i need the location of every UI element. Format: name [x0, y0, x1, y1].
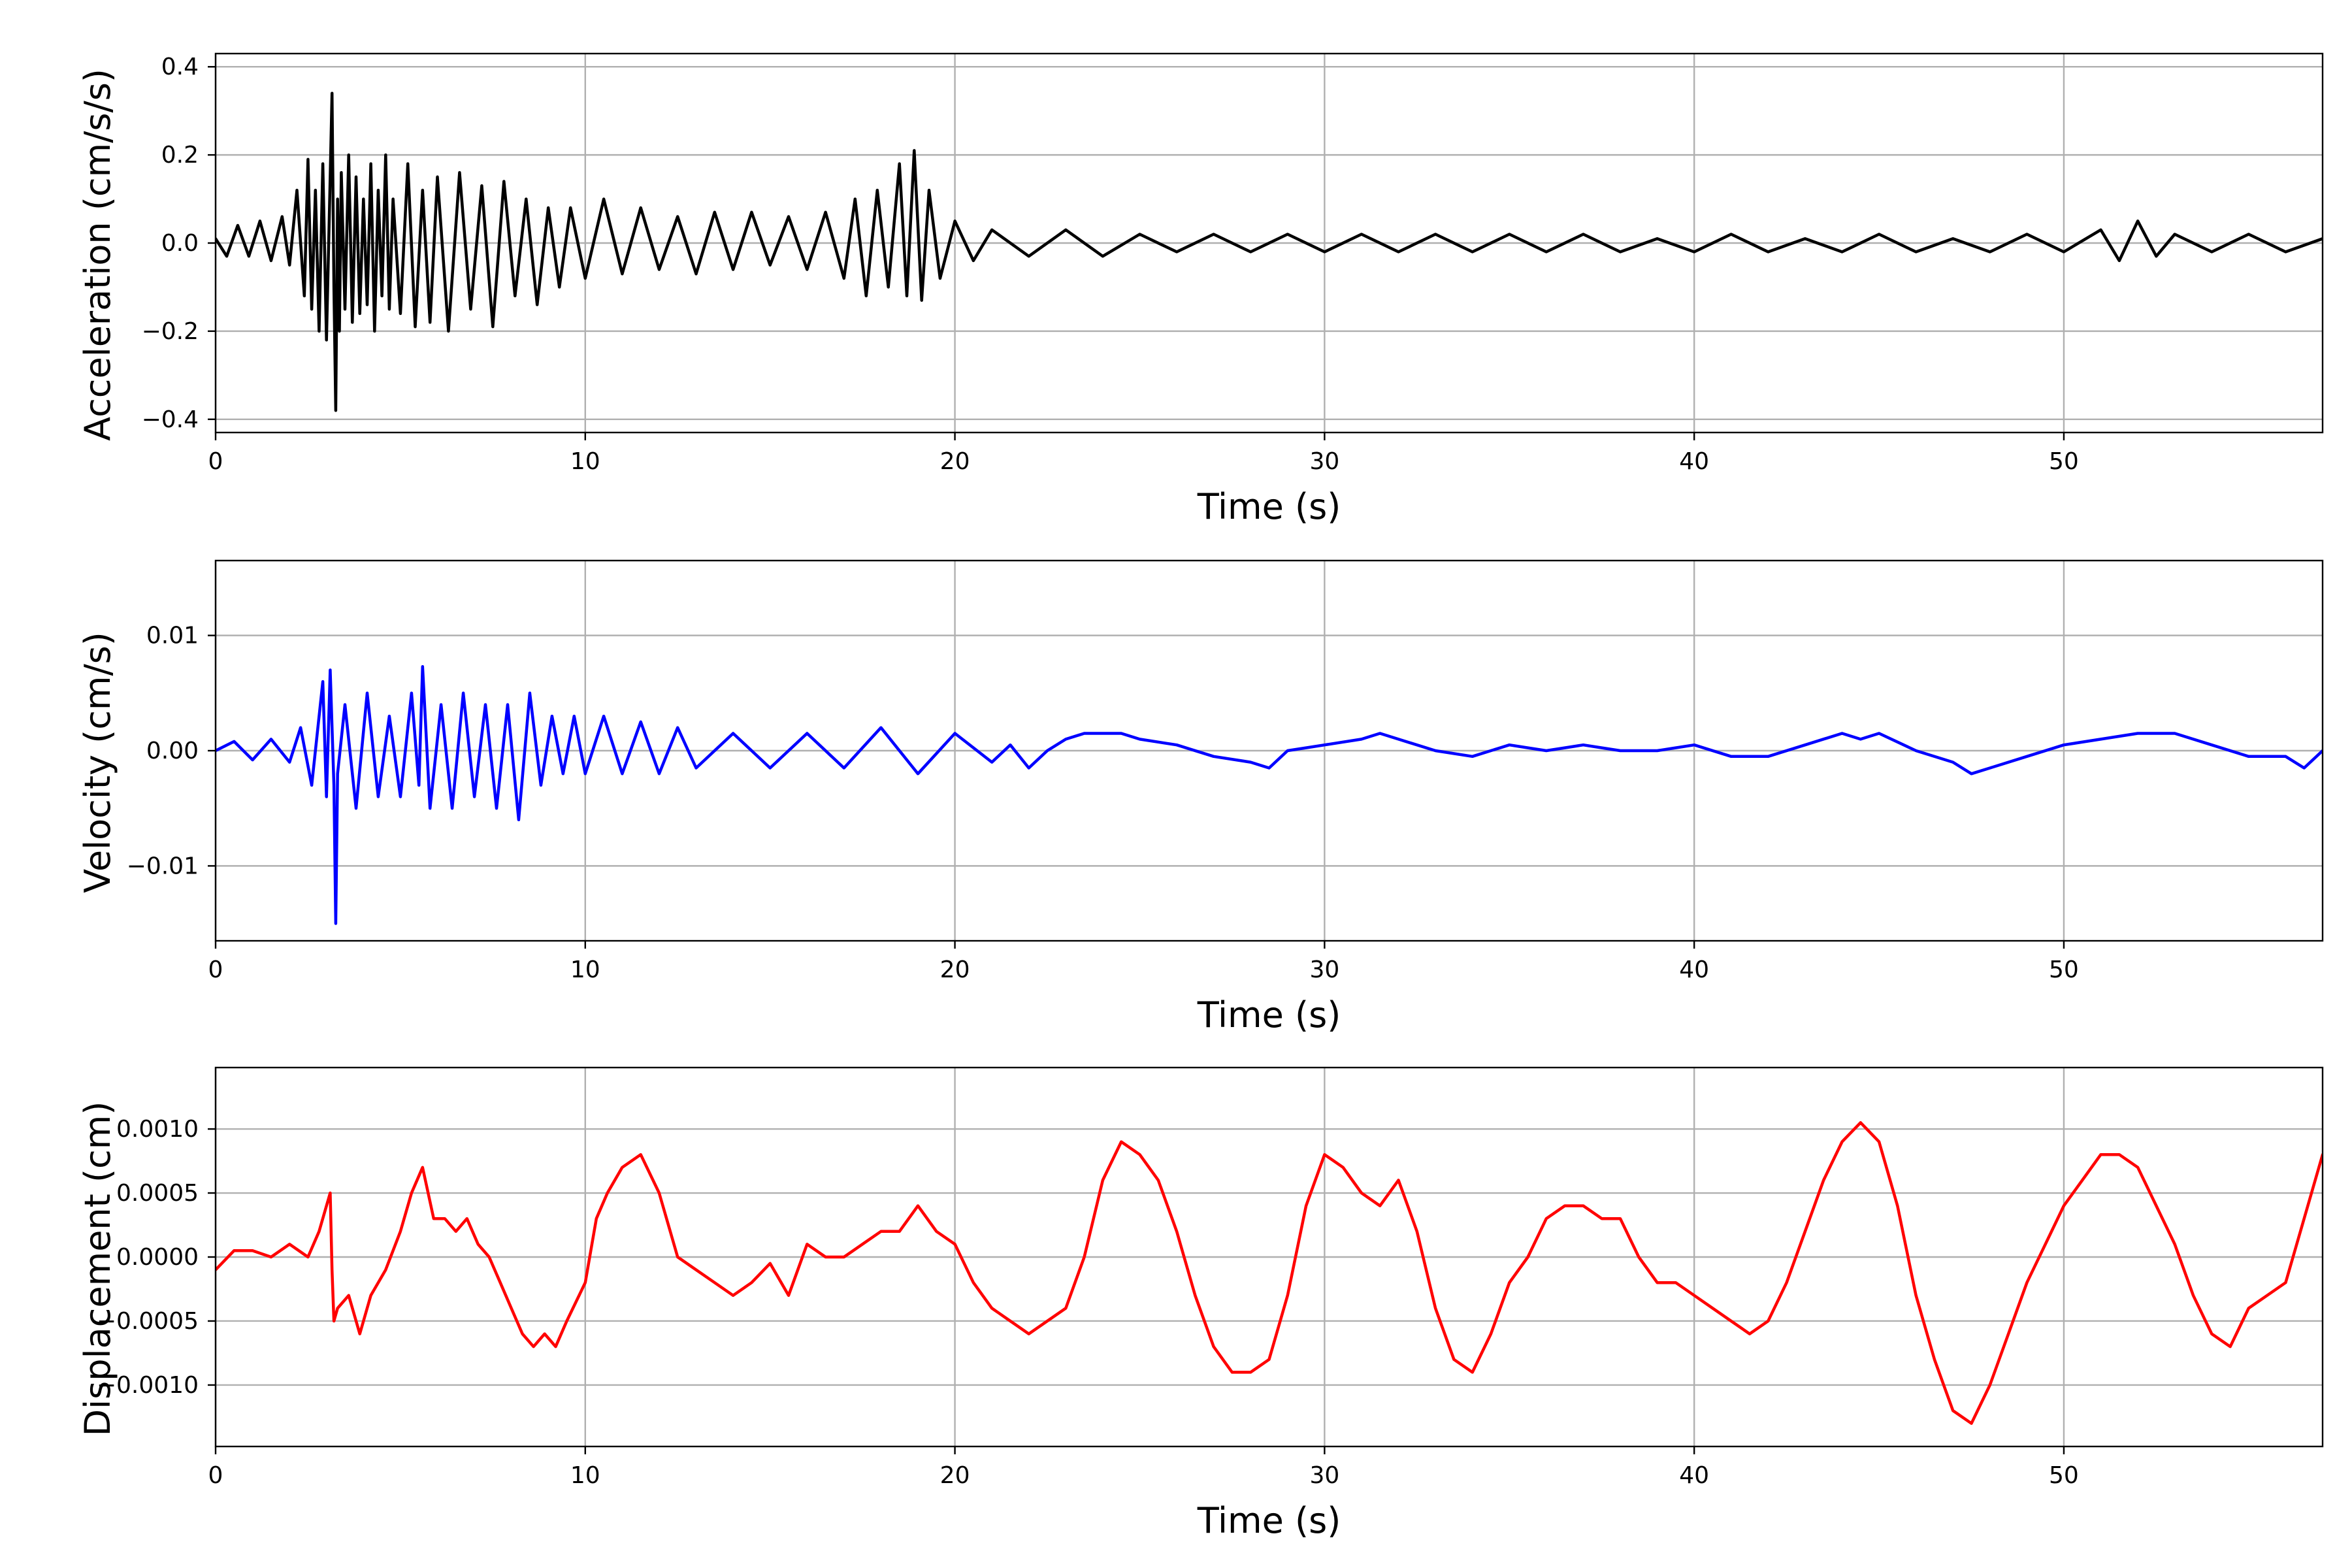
acceleration-x-tick-label-0: 0 [208, 448, 223, 475]
displacement-x-tick-label-3: 30 [1309, 1462, 1339, 1489]
acceleration-y-axis-label: Acceleration (cm/s/s) [77, 69, 118, 441]
displacement-x-tick-label-5: 50 [2049, 1462, 2079, 1489]
acceleration-y-ticks: −0.4 −0.2 0.0 0.2 0.4 [142, 54, 216, 433]
velocity-y-axis-label: Velocity (cm/s) [77, 632, 118, 893]
displacement-y-tick-label-4: 0.0010 [116, 1116, 199, 1143]
acceleration-y-tick-label-1: −0.2 [142, 318, 199, 345]
acceleration-x-ticks: 0 10 20 30 40 50 [208, 433, 2079, 475]
acceleration-y-tick-label-3: 0.2 [161, 142, 199, 169]
displacement-x-axis-label: Time (s) [1197, 1500, 1341, 1541]
displacement-y-tick-label-1: −0.0005 [97, 1308, 199, 1335]
acceleration-series-line [216, 91, 2323, 412]
velocity-x-tick-label-5: 50 [2049, 956, 2079, 983]
acceleration-x-tick-label-4: 40 [1679, 448, 1709, 475]
velocity-x-tick-label-0: 0 [208, 956, 223, 983]
velocity-y-tick-label-0: −0.01 [127, 853, 199, 879]
velocity-panel: −0.01 0.00 0.01 0 10 20 30 40 50 Time (s) Veloc… [77, 559, 2324, 1036]
acceleration-plot-area [216, 91, 2323, 412]
acceleration-x-tick-label-1: 10 [570, 448, 600, 475]
displacement-y-ticks: −0.0010 −0.0005 0.0000 0.0005 0.0010 [97, 1116, 216, 1399]
velocity-y-ticks: −0.01 0.00 0.01 [127, 623, 216, 879]
acceleration-x-tick-label-2: 20 [940, 448, 970, 475]
acceleration-panel: −0.4 −0.2 0.0 0.2 0.4 0 10 20 30 40 50 Time (s) A… [77, 52, 2324, 527]
acceleration-x-tick-label-3: 30 [1309, 448, 1339, 475]
displacement-y-tick-label-0: −0.0010 [97, 1372, 199, 1399]
acceleration-axes-frame [214, 52, 2324, 434]
displacement-axes-frame [214, 1066, 2324, 1448]
velocity-plot-area [216, 665, 2323, 925]
displacement-y-tick-label-2: 0.0000 [116, 1244, 199, 1271]
velocity-x-tick-label-1: 10 [570, 956, 600, 983]
velocity-series-line [216, 665, 2323, 925]
acceleration-y-tick-label-2: 0.0 [161, 230, 199, 257]
displacement-x-ticks: 0 10 20 30 40 50 [208, 1446, 2079, 1489]
displacement-y-tick-label-3: 0.0005 [116, 1180, 199, 1207]
displacement-y-axis-label: Displacement (cm) [77, 1102, 118, 1437]
velocity-x-tick-label-3: 30 [1309, 956, 1339, 983]
displacement-x-tick-label-0: 0 [208, 1462, 223, 1489]
displacement-x-tick-label-2: 20 [940, 1462, 970, 1489]
displacement-plot-area [216, 1121, 2323, 1425]
velocity-y-tick-label-1: 0.00 [146, 738, 199, 764]
displacement-grid [214, 1068, 2323, 1446]
displacement-panel: −0.0010 −0.0005 0.0000 0.0005 0.0010 0 10 20 30… [77, 1066, 2324, 1541]
acceleration-y-tick-label-0: −0.4 [142, 406, 199, 433]
velocity-x-tick-label-4: 40 [1679, 956, 1709, 983]
velocity-axes-frame [214, 559, 2324, 942]
acceleration-y-tick-label-4: 0.4 [161, 54, 199, 80]
velocity-x-ticks: 0 10 20 30 40 50 [208, 941, 2079, 983]
displacement-x-tick-label-1: 10 [570, 1462, 600, 1489]
velocity-x-axis-label: Time (s) [1197, 994, 1341, 1036]
velocity-y-tick-label-2: 0.01 [146, 623, 199, 649]
acceleration-x-tick-label-5: 50 [2049, 448, 2079, 475]
velocity-x-tick-label-2: 20 [940, 956, 970, 983]
displacement-x-tick-label-4: 40 [1679, 1462, 1709, 1489]
displacement-series-line [216, 1121, 2323, 1425]
acceleration-x-axis-label: Time (s) [1197, 486, 1341, 527]
